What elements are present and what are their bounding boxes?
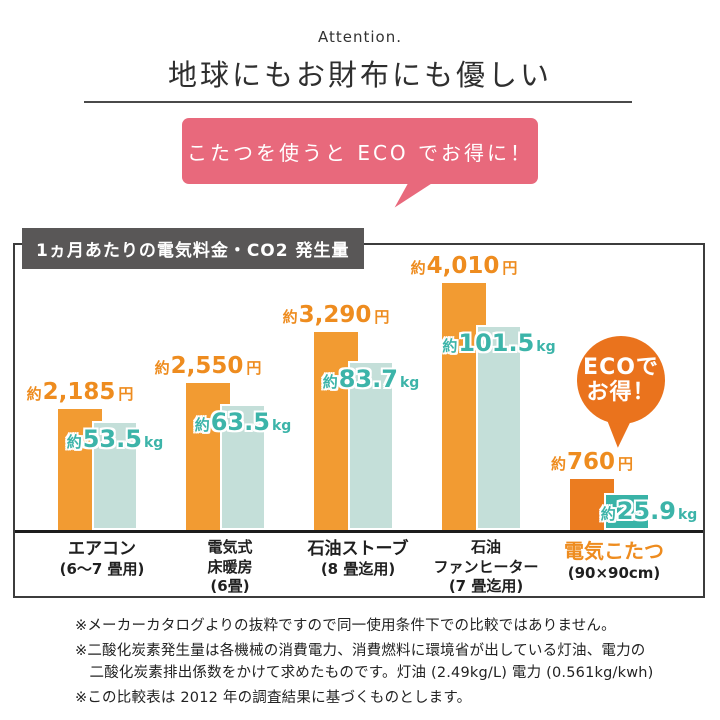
- category-label: エアコン (6～7 畳用): [27, 538, 177, 580]
- cost-amount: 760: [566, 449, 615, 475]
- speech-bubble-text: こたつを使うと ECO でお得に！: [186, 140, 534, 165]
- cost-unit: 円: [246, 359, 262, 377]
- page-title: 地球にもお財布にも優しい: [167, 58, 552, 92]
- category-label: 石油ストーブ (8 畳迄用): [283, 538, 433, 580]
- cost-unit: 円: [502, 259, 518, 277]
- title-divider: [84, 101, 632, 103]
- category-label-line: (7 畳迄用): [448, 577, 524, 595]
- eco-badge: ECOで お得！: [577, 336, 665, 424]
- category-label-line: 電気式: [207, 538, 253, 556]
- co2-value-label: 約63.5 kg: [133, 410, 353, 434]
- category-label-line: エアコン: [68, 539, 136, 559]
- category-label-line: (8 畳迄用): [320, 560, 396, 579]
- category-label: 電気式 床暖房 (6畳): [155, 538, 305, 597]
- category-label-line: ファンヒーター: [433, 557, 539, 576]
- footnote-item: ※メーカーカタログよりの抜粋ですので同一使用条件下での比較ではありません。: [75, 618, 616, 634]
- co2-value-label: 約83.7 kg: [261, 367, 481, 391]
- attention-label: Attention.: [318, 28, 402, 46]
- co2-bar: [604, 493, 650, 530]
- speech-bubble-tail: [394, 183, 433, 208]
- chart-title: 1ヵ月あたりの電気料金・CO2 発生量: [22, 228, 364, 269]
- category-label-line: 石油ストーブ: [307, 539, 409, 559]
- co2-value-label: 約25.9 kg: [539, 499, 720, 523]
- cost-approx-prefix: 約: [410, 259, 426, 277]
- cost-value-label: 約3,290 円: [226, 304, 446, 327]
- cost-amount: 2,185: [42, 379, 116, 405]
- co2-unit: kg: [399, 375, 420, 391]
- cost-amount: 4,010: [426, 253, 500, 279]
- co2-bar: [476, 325, 522, 530]
- co2-approx-prefix: 約: [194, 416, 210, 434]
- co2-approx-prefix: 約: [66, 433, 82, 451]
- cost-unit: 円: [618, 455, 634, 473]
- eco-badge-line2: お得！: [586, 380, 656, 405]
- chart-frame: 約2,185 円約53.5 kg エアコン (6～7 畳用) 約2,550 円約63.5 kg…: [13, 243, 705, 598]
- cost-approx-prefix: 約: [154, 359, 170, 377]
- category-label-line: 電気こたつ: [564, 539, 664, 563]
- cost-unit: 円: [118, 385, 134, 403]
- cost-amount: 2,550: [170, 353, 244, 379]
- category-label-line: 床暖房: [207, 557, 253, 576]
- category-label-line: 石油: [470, 538, 501, 556]
- cost-value-label: 約2,550 円: [98, 355, 318, 378]
- co2-amount: 101.5: [458, 329, 535, 357]
- co2-approx-prefix: 約: [322, 373, 338, 391]
- footnotes: ※メーカーカタログよりの抜粋ですので同一使用条件下での比較ではありません。 ※二酸…: [75, 616, 657, 714]
- co2-amount: 53.5: [82, 425, 142, 453]
- co2-unit: kg: [143, 435, 164, 451]
- cost-approx-prefix: 約: [26, 385, 42, 403]
- co2-bar: [348, 361, 394, 530]
- category-label-line: (6畳): [210, 577, 250, 595]
- chart-baseline: [15, 530, 703, 533]
- co2-amount: 25.9: [616, 497, 676, 525]
- footnote-item: ※この比較表は 2012 年の調査結果に基づくものとします。: [75, 690, 472, 707]
- co2-value-label: 約53.5 kg: [5, 427, 225, 451]
- co2-unit: kg: [271, 418, 292, 434]
- cost-value-label: 約760 円: [482, 451, 702, 474]
- cost-value-label: 約4,010 円: [354, 255, 574, 278]
- cost-approx-prefix: 約: [550, 455, 566, 473]
- co2-unit: kg: [536, 339, 556, 355]
- cost-amount: 3,290: [298, 302, 372, 328]
- eco-badge-line1: ECOで: [583, 354, 659, 380]
- cost-unit: 円: [374, 308, 390, 326]
- category-label-line: (90×90cm): [567, 564, 661, 582]
- co2-approx-prefix: 約: [442, 337, 458, 355]
- category-label: 石油 ファンヒーター (7 畳迄用): [411, 538, 561, 597]
- co2-amount: 83.7: [338, 365, 398, 393]
- speech-bubble: こたつを使うと ECO でお得に！: [182, 118, 538, 184]
- co2-approx-prefix: 約: [600, 505, 616, 523]
- category-label-line: (6～7 畳用): [59, 560, 145, 579]
- co2-bar: [220, 404, 266, 530]
- category-label: 電気こたつ (90×90cm): [539, 538, 689, 584]
- co2-amount: 63.5: [210, 408, 270, 436]
- co2-bar: [92, 421, 138, 530]
- cost-approx-prefix: 約: [282, 308, 298, 326]
- co2-unit: kg: [677, 507, 698, 523]
- co2-value-label: 約101.5 kg: [389, 331, 609, 355]
- footnote-item: ※二酸化炭素発生量は各機械の消費電力、消費燃料に環境省が出している灯油、電力の二…: [75, 643, 654, 681]
- cost-value-label: 約2,185 円: [0, 381, 190, 404]
